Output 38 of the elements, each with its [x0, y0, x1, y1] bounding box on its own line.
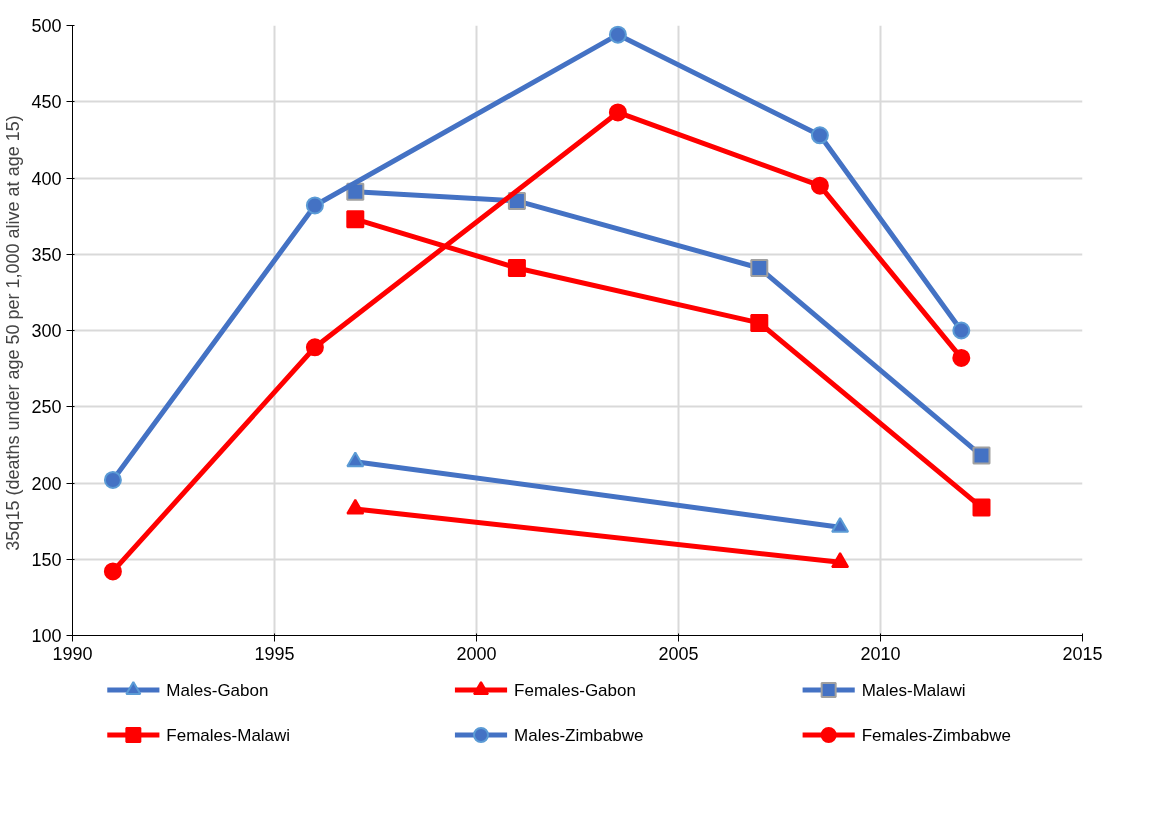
- y-tick-label: 200: [31, 473, 62, 494]
- point: [507, 258, 526, 277]
- legend-label: Females-Gabon: [514, 680, 636, 700]
- y-tick-label: 500: [31, 16, 62, 36]
- y-tick-label: 150: [31, 549, 62, 570]
- x-tick-label: 2005: [658, 643, 699, 664]
- point: [750, 258, 769, 277]
- point: [810, 176, 829, 195]
- y-tick-label: 300: [31, 321, 62, 341]
- point: [952, 348, 971, 367]
- y-axis-title: 35q15 (deaths under age 50 per 1,000 alive at age 15): [3, 115, 24, 551]
- legend-label: Males-Gabon: [166, 680, 269, 700]
- legend-label: Males-Zimbabwe: [514, 725, 644, 745]
- point: [305, 196, 324, 215]
- legend-label: Males-Malawi: [861, 680, 966, 700]
- y-tick-label: 250: [31, 397, 62, 418]
- point: [103, 470, 122, 489]
- x-tick-label: 1995: [254, 643, 295, 664]
- y-tick-label: 350: [31, 244, 62, 265]
- point: [103, 562, 122, 581]
- point: [750, 313, 769, 332]
- x-tick-label: 2015: [1062, 643, 1103, 664]
- y-tick-label: 100: [31, 626, 62, 646]
- legend-label: Females-Malawi: [166, 725, 291, 745]
- point: [952, 321, 971, 340]
- point: [346, 210, 365, 229]
- y-tick-label: 450: [31, 92, 62, 113]
- point: [305, 338, 324, 357]
- x-tick-label: 1990: [52, 643, 93, 664]
- point: [608, 25, 627, 44]
- point: [972, 446, 991, 465]
- point: [972, 498, 991, 517]
- point: [608, 103, 627, 122]
- x-tick-label: 2000: [456, 643, 497, 664]
- x-tick-label: 2010: [860, 643, 901, 664]
- point: [810, 126, 829, 145]
- y-tick-label: 400: [31, 168, 62, 189]
- legend-label: Females-Zimbabwe: [861, 725, 1011, 745]
